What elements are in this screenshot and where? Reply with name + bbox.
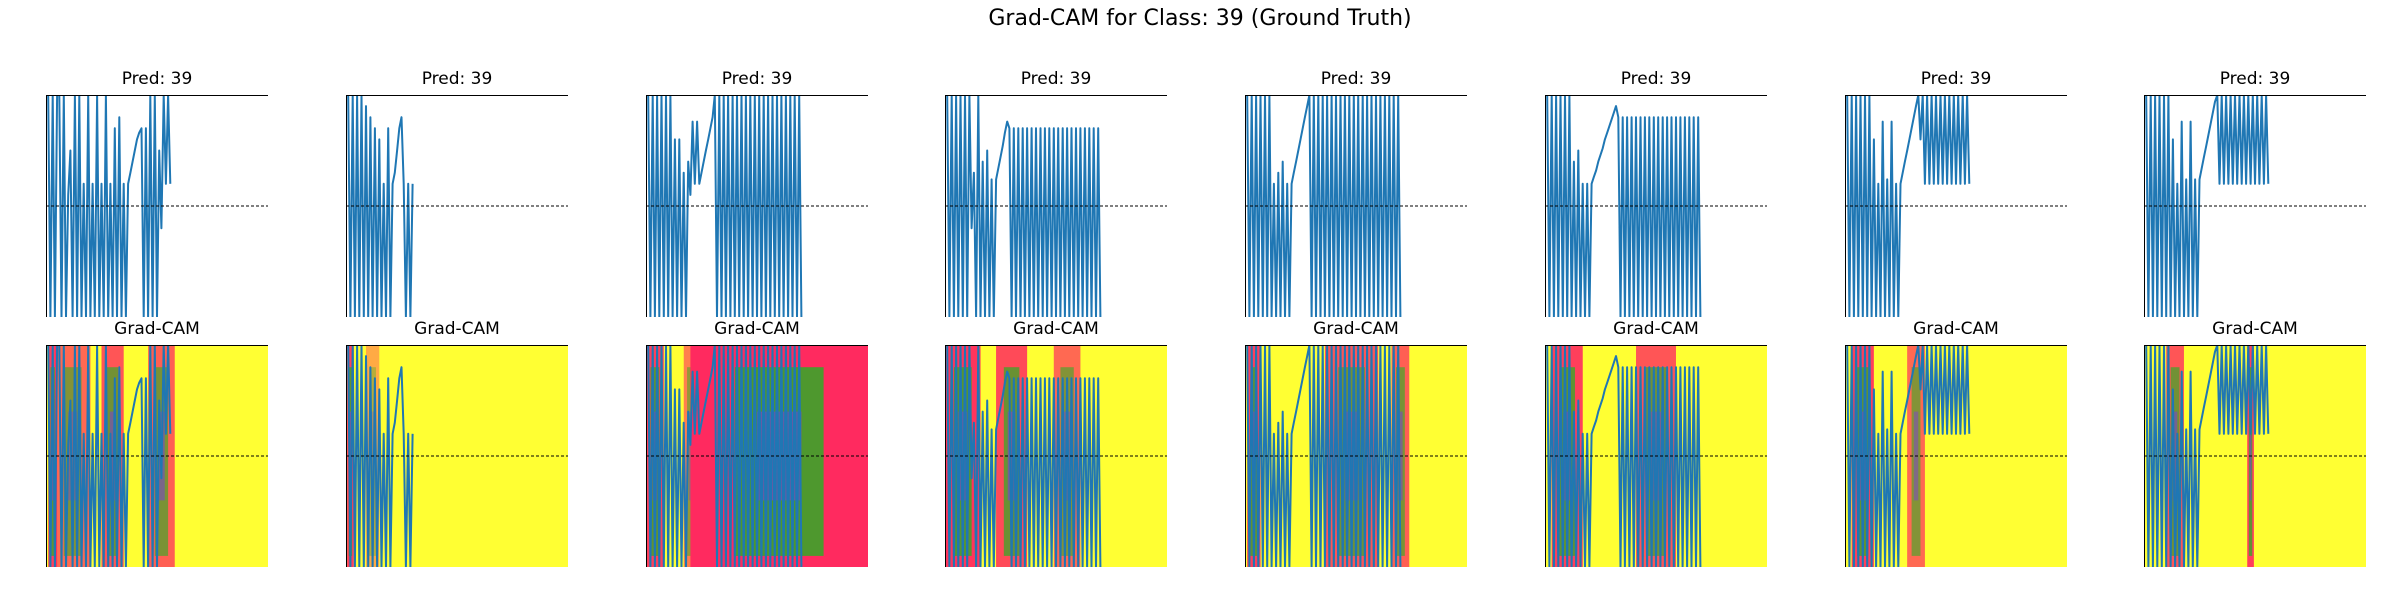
signal-plot-4 — [1245, 95, 1467, 317]
prediction-title-3: Pred: 39 — [1020, 69, 1092, 89]
signal-plot-5 — [1545, 95, 1767, 317]
gradcam-series-line-5 — [1546, 345, 1702, 567]
gradcam-title-4: Grad-CAM — [1313, 319, 1399, 339]
gradcam-plot-1 — [346, 345, 568, 567]
gradcam-series-line-3 — [946, 345, 1102, 567]
signal-series-line-3 — [946, 95, 1102, 317]
signal-plot-1 — [346, 95, 568, 317]
gradcam-plot-2 — [646, 345, 868, 567]
gradcam-plot-6 — [1845, 345, 2067, 567]
signal-series-line-2 — [647, 95, 803, 317]
signal-plot-7 — [2144, 95, 2366, 317]
signal-panel-4 — [1245, 95, 1467, 317]
gradcam-series-line-6 — [1846, 345, 1971, 567]
signal-series-line-5 — [1546, 95, 1702, 317]
heatmap-hot-region-1-0 — [347, 345, 354, 567]
gradcam-title-3: Grad-CAM — [1013, 319, 1099, 339]
prediction-title-1: Pred: 39 — [421, 69, 493, 89]
gradcam-plot-3 — [945, 345, 1167, 567]
gradcam-title-6: Grad-CAM — [1913, 319, 1999, 339]
signal-panel-3 — [945, 95, 1167, 317]
signal-panel-6 — [1845, 95, 2067, 317]
gradcam-series-line-1 — [347, 345, 414, 567]
signal-plot-6 — [1845, 95, 2067, 317]
gradcam-series-line-0 — [47, 345, 172, 567]
signal-plot-2 — [646, 95, 868, 317]
signal-panel-2 — [646, 95, 868, 317]
signal-series-line-4 — [1246, 95, 1402, 317]
signal-series-line-7 — [2145, 95, 2270, 317]
gradcam-panel-1 — [346, 345, 568, 567]
gradcam-panel-6 — [1845, 345, 2067, 567]
gradcam-title-7: Grad-CAM — [2212, 319, 2298, 339]
gradcam-title-0: Grad-CAM — [114, 319, 200, 339]
signal-panel-5 — [1545, 95, 1767, 317]
gradcam-series-line-7 — [2145, 345, 2270, 567]
gradcam-series-line-2 — [647, 345, 803, 567]
signal-series-line-1 — [347, 95, 414, 317]
prediction-title-5: Pred: 39 — [1620, 69, 1692, 89]
gradcam-panel-3 — [945, 345, 1167, 567]
signal-series-line-6 — [1846, 95, 1971, 317]
prediction-title-6: Pred: 39 — [1920, 69, 1992, 89]
signal-plot-0 — [46, 95, 268, 317]
gradcam-title-2: Grad-CAM — [714, 319, 800, 339]
gradcam-panel-7 — [2144, 345, 2366, 567]
gradcam-plot-4 — [1245, 345, 1467, 567]
gradcam-title-1: Grad-CAM — [414, 319, 500, 339]
prediction-title-2: Pred: 39 — [721, 69, 793, 89]
figure-title: Grad-CAM for Class: 39 (Ground Truth) — [988, 6, 1412, 31]
prediction-title-0: Pred: 39 — [121, 69, 193, 89]
prediction-title-7: Pred: 39 — [2219, 69, 2291, 89]
signal-panel-1 — [346, 95, 568, 317]
signal-plot-3 — [945, 95, 1167, 317]
gradcam-panel-5 — [1545, 345, 1767, 567]
signal-panel-0 — [46, 95, 268, 317]
gradcam-plot-7 — [2144, 345, 2366, 567]
gradcam-plot-5 — [1545, 345, 1767, 567]
gradcam-panel-0 — [46, 345, 268, 567]
prediction-title-4: Pred: 39 — [1320, 69, 1392, 89]
signal-series-line-0 — [47, 95, 172, 317]
gradcam-title-5: Grad-CAM — [1613, 319, 1699, 339]
gradcam-series-line-4 — [1246, 345, 1402, 567]
gradcam-plot-0 — [46, 345, 268, 567]
gradcam-panel-2 — [646, 345, 868, 567]
signal-panel-7 — [2144, 95, 2366, 317]
gradcam-panel-4 — [1245, 345, 1467, 567]
